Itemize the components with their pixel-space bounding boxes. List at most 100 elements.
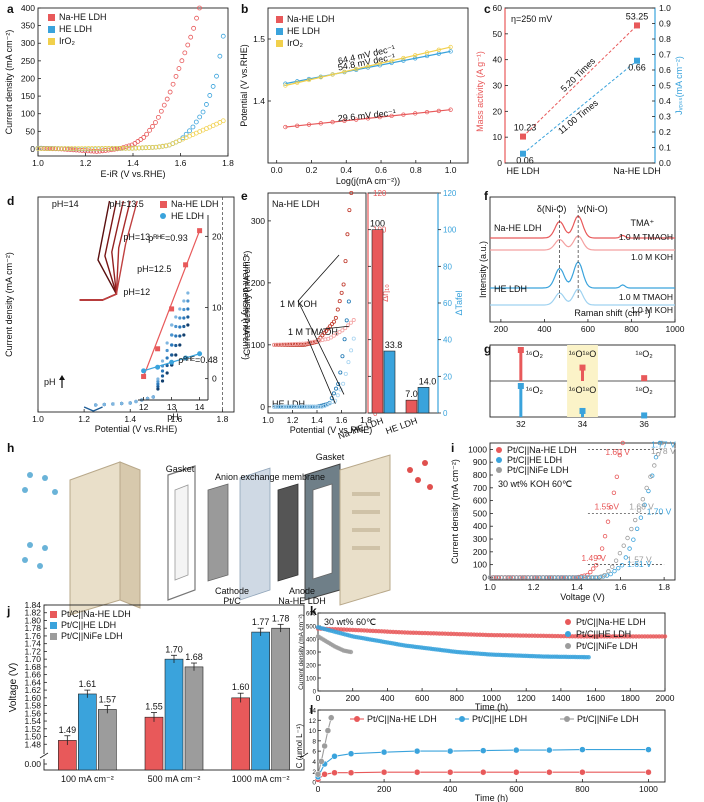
panel-e-he-tmaoh-point: [301, 404, 306, 409]
panel-b-legend-0-swatch: [276, 16, 283, 23]
panel-f-ylabel: Intensity (a.u.): [478, 241, 488, 298]
panel-i-value-label: 1.57 V: [627, 554, 652, 564]
panel-l-xtick-label: 800: [575, 784, 589, 794]
panel-l-legend-label-0: Pt/C||Na-HE LDH: [367, 714, 437, 724]
panel-a-point-2: [136, 145, 142, 151]
panel-k-xtick-label: 400: [380, 693, 394, 703]
panel-i-point-2: [610, 564, 615, 569]
panel-i-legend-1-swatch: [496, 457, 502, 463]
panel-d-inset-point-1: [155, 364, 161, 370]
panel-j-bar-1: [164, 658, 184, 771]
panel-j-value-label-0: 1.55: [145, 702, 163, 712]
panel-d-xtick-label: 1.0: [32, 414, 44, 424]
panel-h-label-cathode: Cathode: [215, 586, 249, 596]
panel-j-ytick-label: 1.72: [24, 646, 41, 656]
panel-i-legend-2-swatch: [496, 467, 502, 473]
panel-i-point-1: [642, 502, 647, 508]
panel-e-he-tmaoh-point: [288, 404, 293, 409]
panel-e-he-point: [334, 386, 339, 391]
panel-l-ytick-label: 8: [312, 738, 316, 745]
panel-e-na-point: [339, 290, 344, 295]
panel-a-point-0: [176, 66, 182, 71]
panel-d-he-point: [156, 377, 160, 381]
panel-label-h: h: [7, 441, 14, 455]
panel-c-point-1: [634, 57, 640, 64]
panel-a-xtick-label: 1.8: [222, 158, 234, 168]
panel-j-ytick-label: 1.52: [24, 724, 41, 734]
panel-f-sample-label-he: HE LDH: [494, 284, 527, 294]
panel-l-point-2: [318, 758, 325, 765]
panel-f-annot-tma: TMA⁺: [630, 218, 654, 228]
panel-a-point-2: [89, 146, 95, 151]
panel-i-point-1: [619, 563, 625, 568]
panel-j-ytick-label: 1.62: [24, 685, 41, 695]
panel-a-ytick-label: 100: [21, 109, 35, 119]
panel-b-point-2: [330, 72, 335, 77]
panel-d-he-point: [160, 374, 165, 378]
panel-i-value-label: 1.68 V: [629, 502, 654, 512]
panel-c-ytick-right-label: 1.0: [659, 3, 671, 13]
panel-i-point-1: [616, 565, 621, 571]
panel-h-gas-bubble: [407, 467, 413, 473]
panel-k-xlabel: Time (h): [475, 702, 508, 712]
panel-k-xtick-label: 1600: [586, 693, 605, 703]
panel-j-ytick-label: 1.80: [24, 615, 41, 625]
panel-h-gas-bubble: [427, 484, 433, 490]
panel-l-point-1: [479, 747, 487, 754]
panel-l-legend-marker-0: [354, 716, 360, 722]
panel-a-xtick-label: 1.0: [32, 158, 44, 168]
panel-e-he-tmaoh-point: [335, 393, 340, 398]
panel-a-point-1: [214, 73, 219, 79]
panel-d-inset-point-1: [169, 359, 175, 365]
panel-e-bar-value-0: 7.0: [405, 389, 418, 399]
panel-a-point-2: [160, 143, 166, 149]
panel-a-point-2: [42, 146, 48, 152]
panel-j-ytick-label: 1.70: [24, 654, 41, 664]
panel-e-bar-1: [383, 350, 396, 414]
panel-j-ytick-label: 0.00: [24, 759, 41, 769]
panel-e-bar-ylabel-left: Δη₁₀: [380, 284, 390, 302]
panel-e-na-point: [333, 315, 338, 320]
panel-l-point-0: [413, 768, 421, 776]
panel-e-xtick-label: 1.0: [262, 415, 274, 425]
panel-b-legend-1-swatch: [276, 28, 283, 35]
panel-a-point-0: [170, 81, 176, 87]
panel-d-he-point: [170, 323, 174, 327]
panel-k-xtick-label: 1200: [517, 693, 536, 703]
panel-d-he-point: [174, 324, 178, 329]
panel-f-xtick-label: 400: [537, 324, 551, 334]
panel-b-point-0: [318, 121, 323, 126]
panel-e-xlabel: Potential (V vs.RHE): [290, 425, 373, 435]
panel-k-ytick-label: 200: [306, 664, 317, 670]
panel-a-point-2: [72, 146, 78, 152]
panel-a-point-2: [76, 146, 81, 152]
panel-j-legend-2-swatch: [50, 633, 57, 640]
panel-l-point-2: [321, 742, 328, 750]
panel-h-flow-channel: [352, 546, 380, 550]
panel-d-he-point: [160, 369, 165, 373]
panel-a-point-2: [52, 146, 58, 152]
panel-i-point-2: [606, 569, 611, 574]
panel-a-point-0: [47, 146, 53, 151]
panel-l-frame: [317, 709, 666, 783]
panel-d-he-point: [160, 359, 165, 363]
panel-a-legend-0-label: Na-HE LDH: [59, 12, 107, 22]
panel-a-point-2: [49, 146, 54, 152]
panel-j-break-mark: [39, 752, 49, 759]
panel-b-point-2: [283, 83, 288, 88]
panel-f-xlabel: Raman shift (cm⁻¹): [574, 308, 650, 318]
panel-e-bar-ytick-right-label: 80: [443, 262, 452, 271]
panel-e-na-point: [335, 307, 340, 312]
panel-i-point-0: [611, 490, 617, 495]
panel-i-point-2: [621, 543, 626, 548]
panel-b-point-0: [283, 124, 288, 130]
panel-i-frame: [489, 442, 676, 581]
panel-i-value-label: 1.49 V: [581, 553, 606, 563]
panel-j-ytick-label: 1.50: [24, 732, 41, 742]
panel-c-ytick-left-label: 10: [493, 132, 503, 142]
panel-k-legend-1-label: Pt/C||HE LDH: [576, 629, 631, 639]
panel-b-point-2: [295, 80, 300, 85]
panel-a-point-0: [179, 58, 185, 64]
panel-e-na-point: [331, 319, 336, 324]
panel-e-curve-label-na: Na-HE LDH: [272, 199, 320, 209]
